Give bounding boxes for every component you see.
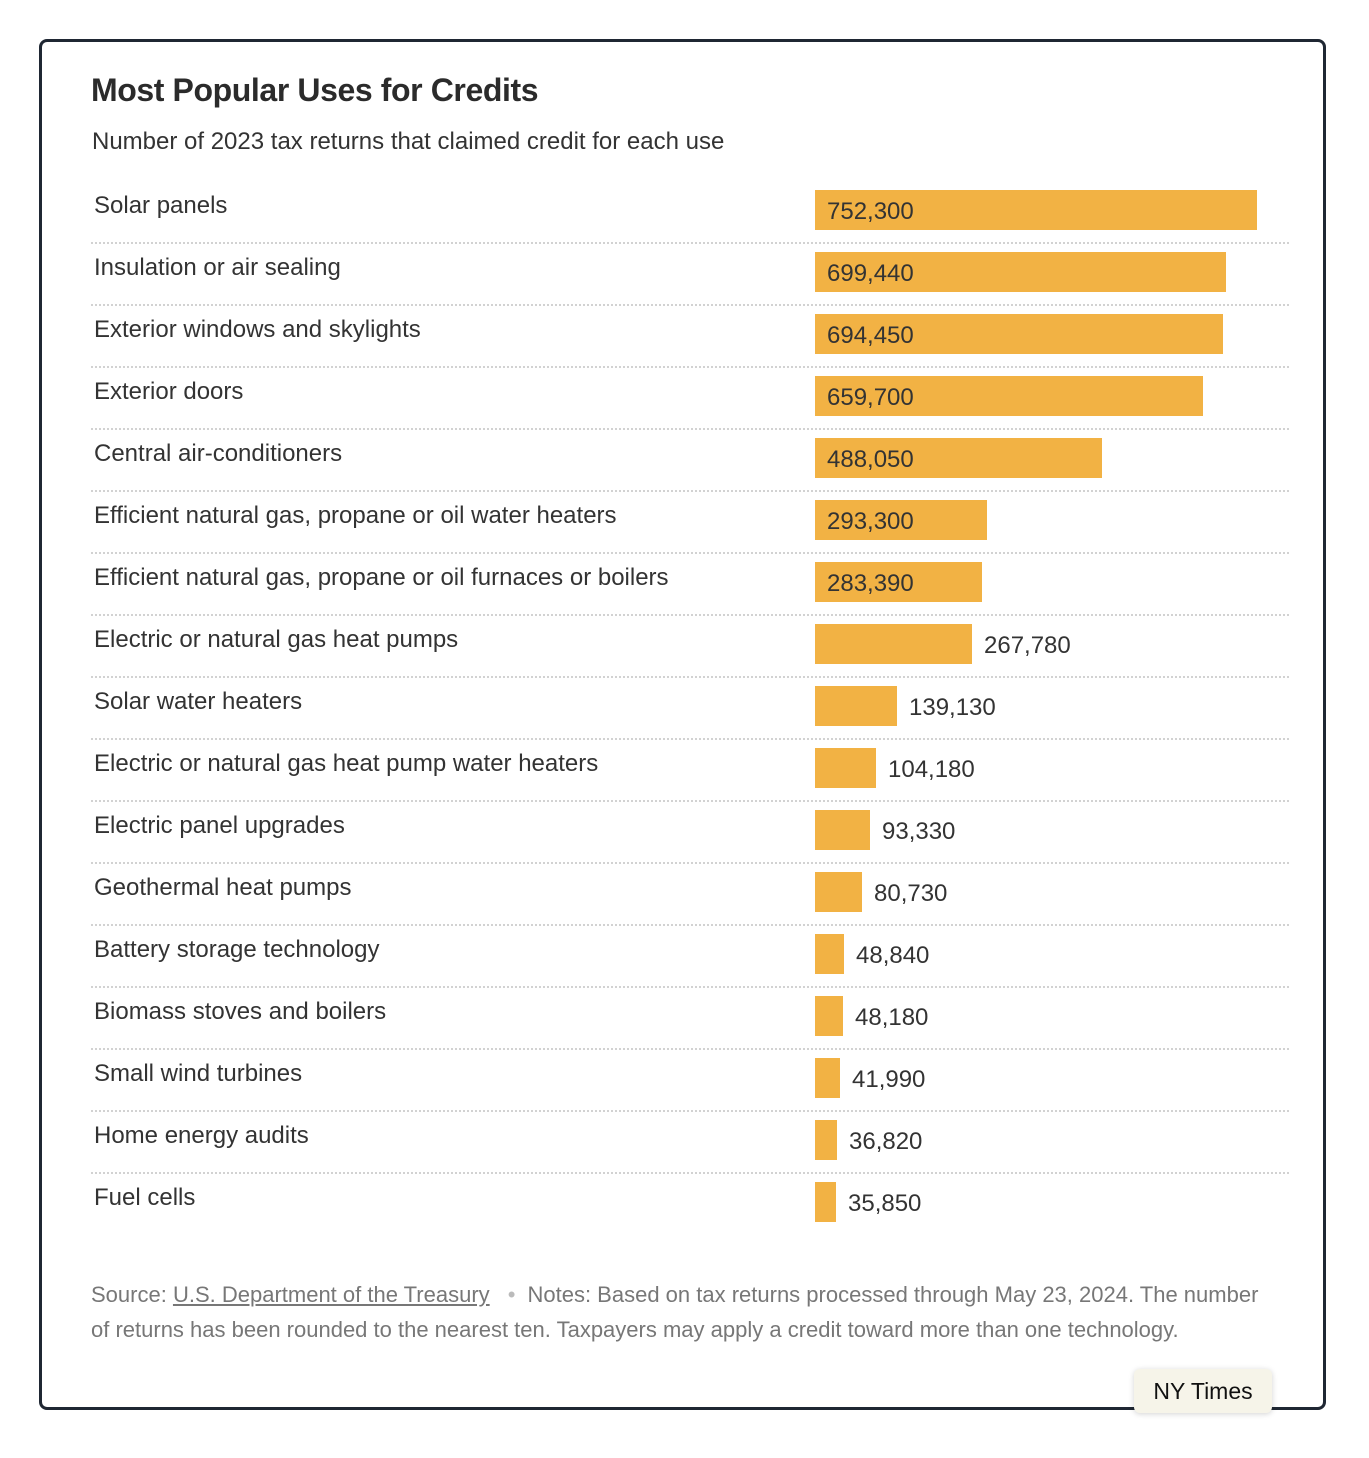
chart-title: Most Popular Uses for Credits <box>91 72 539 108</box>
bar-row: Biomass stoves and boilers 48,180 <box>91 988 1289 1050</box>
bar <box>815 996 843 1036</box>
value-label: 694,450 <box>827 322 914 349</box>
bar <box>815 1120 837 1160</box>
bar <box>815 1058 840 1098</box>
category-label: Electric panel upgrades <box>94 812 345 839</box>
bar-row: Solar panels 752,300 <box>91 182 1289 244</box>
value-label: 267,780 <box>984 632 1071 659</box>
category-label: Efficient natural gas, propane or oil fu… <box>94 564 669 591</box>
bar-row: Electric or natural gas heat pumps 267,78… <box>91 616 1289 678</box>
category-label: Fuel cells <box>94 1184 196 1211</box>
value-label: 104,180 <box>888 756 975 783</box>
bar-row: Exterior windows and skylights 694,450 <box>91 306 1289 368</box>
source-prefix: Source: <box>91 1282 167 1307</box>
bar <box>815 376 1203 416</box>
chart-subtitle: Number of 2023 tax returns that claimed … <box>92 128 725 155</box>
bar-row: Electric panel upgrades 93,330 <box>91 802 1289 864</box>
bar-row: Efficient natural gas, propane or oil fu… <box>91 554 1289 616</box>
category-label: Biomass stoves and boilers <box>94 998 387 1025</box>
bar-row: Exterior doors 659,700 <box>91 368 1289 430</box>
bar <box>815 934 844 974</box>
category-label: Central air-conditioners <box>94 440 343 467</box>
category-label: Electric or natural gas heat pumps <box>94 626 459 653</box>
value-label: 699,440 <box>827 260 914 287</box>
footer-notes: Notes: Based on tax returns processed th… <box>91 1282 1259 1342</box>
bar <box>815 624 972 664</box>
category-label: Geothermal heat pumps <box>94 874 352 901</box>
value-label: 48,180 <box>855 1004 929 1031</box>
bar <box>815 748 876 788</box>
category-label: Efficient natural gas, propane or oil wa… <box>94 502 617 529</box>
category-label: Battery storage technology <box>94 936 380 963</box>
category-label: Solar water heaters <box>94 688 303 715</box>
bar <box>815 438 1102 478</box>
value-label: 36,820 <box>849 1128 923 1155</box>
chart-footer: Source: U.S. Department of the Treasury … <box>91 1277 1281 1347</box>
category-label: Electric or natural gas heat pump water … <box>94 750 599 777</box>
source-link[interactable]: U.S. Department of the Treasury <box>172 1282 490 1307</box>
category-label: Exterior windows and skylights <box>94 316 421 343</box>
source-badge: NY Times <box>1134 1369 1272 1413</box>
footer-separator: • <box>507 1282 516 1307</box>
category-label: Exterior doors <box>94 378 244 405</box>
category-label: Insulation or air sealing <box>94 254 341 281</box>
bar <box>815 314 1223 354</box>
bar-row: Solar water heaters 139,130 <box>91 678 1289 740</box>
value-label: 48,840 <box>856 942 930 969</box>
bar-row: Battery storage technology 48,840 <box>91 926 1289 988</box>
value-label: 93,330 <box>882 818 956 845</box>
value-label: 139,130 <box>909 694 996 721</box>
value-label: 283,390 <box>827 570 914 597</box>
value-label: 35,850 <box>848 1190 922 1217</box>
bar <box>815 1182 836 1222</box>
bar <box>815 810 870 850</box>
category-label: Solar panels <box>94 192 228 219</box>
value-label: 293,300 <box>827 508 914 535</box>
bar-row: Efficient natural gas, propane or oil wa… <box>91 492 1289 554</box>
category-label: Small wind turbines <box>94 1060 303 1087</box>
bar <box>815 686 897 726</box>
bar <box>815 252 1226 292</box>
value-label: 80,730 <box>874 880 948 907</box>
bar <box>815 872 862 912</box>
bar-row: Fuel cells 35,850 <box>91 1174 1289 1236</box>
category-label: Home energy audits <box>94 1122 309 1149</box>
chart-card: Most Popular Uses for Credits Number of … <box>39 39 1326 1413</box>
value-label: 41,990 <box>852 1066 926 1093</box>
bar <box>815 190 1257 230</box>
bar-row: Electric or natural gas heat pump water … <box>91 740 1289 802</box>
bar-row: Insulation or air sealing 699,440 <box>91 244 1289 306</box>
value-label: 752,300 <box>827 198 914 225</box>
bar-row: Central air-conditioners 488,050 <box>91 430 1289 492</box>
bar <box>815 500 987 540</box>
bar-chart: Solar panels 752,300 Insulation or air sea… <box>91 182 1289 1242</box>
bar-row: Home energy audits 36,820 <box>91 1112 1289 1174</box>
value-label: 488,050 <box>827 446 914 473</box>
bar-row: Geothermal heat pumps 80,730 <box>91 864 1289 926</box>
bar-row: Small wind turbines 41,990 <box>91 1050 1289 1112</box>
value-label: 659,700 <box>827 384 914 411</box>
bar <box>815 562 982 602</box>
